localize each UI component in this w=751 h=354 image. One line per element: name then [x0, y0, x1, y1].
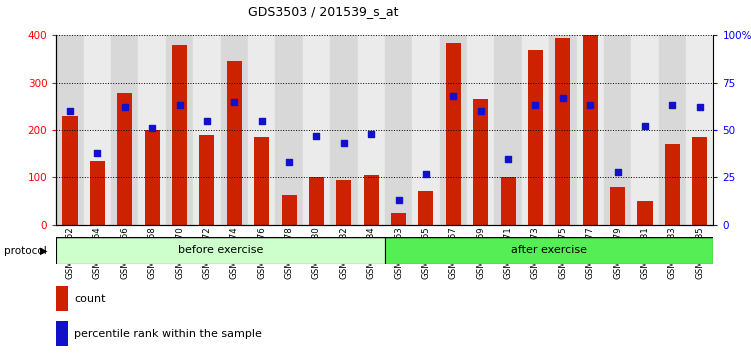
- Bar: [583, 35, 598, 225]
- Bar: [254, 137, 269, 225]
- Bar: [276, 35, 303, 225]
- Bar: [111, 35, 138, 225]
- Bar: [336, 180, 351, 225]
- Bar: [199, 135, 215, 225]
- Bar: [385, 35, 412, 225]
- Point: [228, 99, 240, 104]
- Bar: [90, 161, 105, 225]
- Bar: [248, 35, 276, 225]
- Bar: [632, 35, 659, 225]
- Bar: [412, 35, 439, 225]
- Bar: [549, 35, 577, 225]
- Point: [529, 103, 541, 108]
- Bar: [221, 35, 248, 225]
- Bar: [686, 35, 713, 225]
- Point: [611, 169, 623, 175]
- Bar: [522, 35, 549, 225]
- Bar: [282, 195, 297, 225]
- Bar: [391, 213, 406, 225]
- Bar: [446, 42, 461, 225]
- Point: [475, 108, 487, 114]
- Point: [448, 93, 460, 99]
- Point: [365, 131, 377, 137]
- Point: [255, 118, 267, 124]
- Point: [283, 159, 295, 165]
- Bar: [473, 99, 488, 225]
- Text: before exercise: before exercise: [178, 245, 264, 256]
- Bar: [145, 130, 160, 225]
- Bar: [166, 35, 193, 225]
- Bar: [494, 35, 522, 225]
- Bar: [227, 62, 242, 225]
- Bar: [577, 35, 604, 225]
- Bar: [62, 116, 77, 225]
- Bar: [501, 177, 516, 225]
- Text: count: count: [74, 294, 106, 304]
- Point: [584, 103, 596, 108]
- Text: protocol: protocol: [4, 246, 47, 256]
- Bar: [172, 45, 187, 225]
- Text: ▶: ▶: [40, 246, 47, 256]
- Point: [310, 133, 322, 139]
- Point: [694, 104, 706, 110]
- Bar: [117, 93, 132, 225]
- Bar: [56, 286, 68, 311]
- Text: GDS3503 / 201539_s_at: GDS3503 / 201539_s_at: [248, 5, 398, 18]
- Bar: [83, 35, 111, 225]
- Bar: [528, 50, 543, 225]
- Point: [556, 95, 569, 101]
- Point: [64, 108, 76, 114]
- Text: percentile rank within the sample: percentile rank within the sample: [74, 329, 262, 339]
- Point: [420, 171, 432, 177]
- Point: [666, 103, 678, 108]
- Point: [639, 124, 651, 129]
- Bar: [638, 201, 653, 225]
- Bar: [56, 35, 83, 225]
- Bar: [357, 35, 385, 225]
- Bar: [692, 137, 707, 225]
- Point: [338, 141, 350, 146]
- Bar: [610, 187, 625, 225]
- Bar: [659, 35, 686, 225]
- Bar: [138, 35, 166, 225]
- Text: after exercise: after exercise: [511, 245, 587, 256]
- Bar: [665, 144, 680, 225]
- Bar: [363, 175, 379, 225]
- Bar: [193, 35, 221, 225]
- Bar: [56, 321, 68, 346]
- Bar: [555, 38, 571, 225]
- Point: [173, 103, 185, 108]
- Bar: [604, 35, 632, 225]
- Bar: [467, 35, 494, 225]
- Bar: [385, 237, 713, 264]
- Point: [119, 104, 131, 110]
- Point: [201, 118, 213, 124]
- Bar: [56, 237, 385, 264]
- Bar: [418, 191, 433, 225]
- Bar: [303, 35, 330, 225]
- Point: [92, 150, 104, 156]
- Point: [146, 125, 158, 131]
- Bar: [330, 35, 357, 225]
- Point: [502, 156, 514, 161]
- Bar: [439, 35, 467, 225]
- Point: [393, 197, 405, 203]
- Bar: [309, 177, 324, 225]
